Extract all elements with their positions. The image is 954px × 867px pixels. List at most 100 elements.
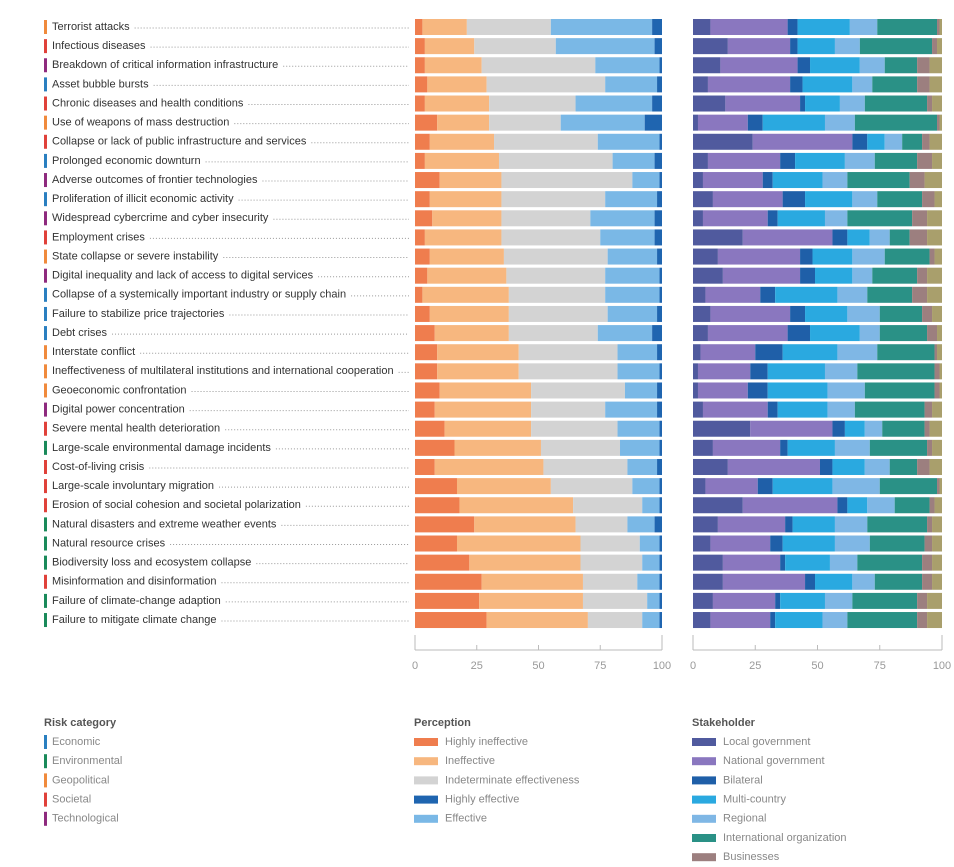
bar-segment xyxy=(707,76,791,93)
bar-segment xyxy=(657,344,662,361)
bar-segment xyxy=(415,325,435,342)
bar-segment xyxy=(508,305,608,322)
bar-segment xyxy=(854,114,938,131)
bar-segment xyxy=(654,210,662,227)
risk-category-marker xyxy=(44,192,47,207)
bar-segment xyxy=(902,133,923,150)
bar-segment xyxy=(415,439,455,456)
legend-label: Ineffective xyxy=(445,755,495,767)
bar-segment xyxy=(857,554,923,571)
bar-segment xyxy=(922,554,933,571)
bar-segment xyxy=(415,229,425,246)
legend-label: Geopolitical xyxy=(52,774,109,786)
bar-segment xyxy=(415,57,425,74)
bar-segment xyxy=(864,95,928,112)
bar-segment xyxy=(929,133,942,150)
bar-segment xyxy=(560,114,645,131)
x-tick-label: 50 xyxy=(811,660,823,672)
bar-segment xyxy=(805,573,816,590)
bar-segment xyxy=(659,592,662,609)
bar-segment xyxy=(617,363,660,380)
risk-label: Natural disasters and extreme weather ev… xyxy=(52,518,277,530)
risk-category-marker xyxy=(44,345,47,360)
bar-segment xyxy=(693,363,698,380)
bar-segment xyxy=(867,516,928,533)
bar-segment xyxy=(415,305,430,322)
bar-segment xyxy=(824,592,853,609)
bar-segment xyxy=(693,305,711,322)
x-tick-label: 75 xyxy=(874,660,886,672)
bar-segment xyxy=(844,152,875,169)
bar-segment xyxy=(697,114,748,131)
bar-segment xyxy=(702,401,768,418)
bar-segment xyxy=(693,325,708,342)
bar-segment xyxy=(780,439,788,456)
bar-segment xyxy=(620,439,660,456)
bar-segment xyxy=(827,401,855,418)
bar-segment xyxy=(727,38,791,55)
bar-segment xyxy=(657,458,662,475)
bar-segment xyxy=(486,76,606,93)
bar-segment xyxy=(874,152,918,169)
bar-segment xyxy=(481,57,596,74)
bar-segment xyxy=(494,133,598,150)
legend-title: Risk category xyxy=(44,717,117,729)
x-tick-label: 25 xyxy=(749,660,761,672)
bar-segment xyxy=(790,76,803,93)
bar-segment xyxy=(659,133,662,150)
bar-segment xyxy=(787,439,835,456)
bar-segment xyxy=(434,458,544,475)
bar-segment xyxy=(819,458,833,475)
bar-segment xyxy=(924,172,942,189)
bar-segment xyxy=(415,152,425,169)
risk-label: Employment crises xyxy=(52,231,145,243)
bar-segment xyxy=(879,325,928,342)
bar-segment xyxy=(932,573,942,590)
bar-segment xyxy=(580,535,640,552)
bar-segment xyxy=(474,38,556,55)
legend-label: International organization xyxy=(723,832,847,844)
bar-segment xyxy=(700,344,756,361)
bar-segment xyxy=(710,305,791,322)
bar-segment xyxy=(693,382,698,399)
bar-segment xyxy=(422,19,467,35)
bar-segment xyxy=(429,305,509,322)
bar-segment xyxy=(459,497,574,514)
risk-category-marker xyxy=(44,574,47,589)
bar-segment xyxy=(852,592,918,609)
bar-segment xyxy=(722,267,801,284)
bar-segment xyxy=(642,497,660,514)
risk-category-marker xyxy=(44,287,47,302)
bar-segment xyxy=(657,382,662,399)
risk-label: Severe mental health deterioration xyxy=(52,423,220,435)
bar-segment xyxy=(657,248,662,265)
bar-segment xyxy=(481,573,583,590)
bar-segment xyxy=(932,401,942,418)
risk-label: Chronic diseases and health conditions xyxy=(52,97,244,109)
bar-segment xyxy=(444,420,532,437)
bar-segment xyxy=(555,38,655,55)
bar-segment xyxy=(415,592,480,609)
bar-segment xyxy=(415,516,475,533)
bar-segment xyxy=(659,497,662,514)
bar-segment xyxy=(844,420,865,437)
bar-segment xyxy=(693,573,723,590)
legend-label: Regional xyxy=(723,813,766,825)
bar-segment xyxy=(824,210,848,227)
bar-segment xyxy=(797,57,811,74)
bar-segment xyxy=(847,210,913,227)
bar-segment xyxy=(501,191,606,208)
bar-segment xyxy=(924,535,933,552)
bar-segment xyxy=(939,382,942,399)
bar-segment xyxy=(800,95,806,112)
risk-label: Debt crises xyxy=(52,327,108,339)
bar-segment xyxy=(770,612,776,629)
bar-segment xyxy=(439,172,502,189)
bar-segment xyxy=(832,478,880,495)
bar-segment xyxy=(837,497,848,514)
bar-segment xyxy=(805,95,840,112)
bar-segment xyxy=(934,363,940,380)
bar-segment xyxy=(917,267,928,284)
bar-segment xyxy=(693,497,743,514)
